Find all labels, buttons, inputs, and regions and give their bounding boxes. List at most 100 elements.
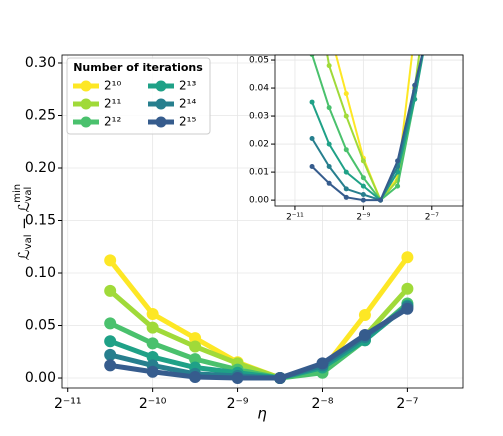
point [146,307,159,320]
point [401,251,414,264]
point [412,82,418,88]
y-tick-label: 0.15 [25,213,56,229]
y-tick-label: 0.05 [25,318,56,334]
point [343,147,349,153]
point [274,372,287,385]
point [395,183,401,189]
point [360,192,366,198]
legend-label: 2¹² [104,115,121,129]
x-tick-label: 2⁻⁷ [425,213,439,223]
y-axis-label-part: − ℒ [15,202,33,235]
y-tick-label: 0.03 [249,112,269,122]
point [360,197,366,203]
point [360,175,366,181]
point [146,337,159,350]
series-line [311,55,424,202]
legend-marker [155,98,167,110]
y-axis-label-part: ℒ [15,249,33,260]
point [429,13,434,18]
y-tick-label: 0.10 [25,265,56,281]
x-tick-label: 2⁻¹⁰ [139,396,167,412]
point [326,180,332,186]
y-tick-label: 0.00 [249,196,269,206]
point [309,55,315,57]
point [231,372,244,385]
point [189,353,202,366]
y-tick-label: 0.25 [25,107,56,123]
y-axis-label-part: min [12,184,23,203]
legend-marker [80,80,92,92]
point [316,357,329,370]
point [360,183,366,189]
series-line [311,55,424,202]
legend-marker [80,98,92,110]
axes-background [275,55,463,206]
point [429,4,434,9]
point [343,194,349,200]
point [146,365,159,378]
legend-label: 2¹¹ [104,97,121,111]
y-axis-label: ℒval − ℒvalmin [12,184,34,260]
point [343,91,349,97]
series-line [311,55,424,202]
series-line [109,306,409,381]
data-area [309,0,434,203]
y-tick-label: 0.30 [25,55,56,71]
point [343,169,349,175]
data-area [104,251,414,385]
y-axis-label-part: val [23,234,34,249]
legend-marker [80,116,92,128]
legend-title: Number of iterations [73,61,203,74]
x-axis-label: η [257,405,267,423]
point [412,30,417,35]
axes: 2⁻¹¹ 2⁻⁹ 2⁻⁷ 0.00 0.01 0.02 0.03 0.04 0.05 [249,0,464,223]
point [104,335,117,348]
point [326,105,332,111]
point [360,158,366,164]
y-tick-label: 0.04 [249,84,269,94]
legend-label: 2¹⁰ [104,79,121,93]
point [189,340,202,353]
point [401,302,414,315]
point [104,348,117,361]
point [326,163,332,169]
point [309,99,315,105]
legend-label: 2¹⁴ [179,97,196,111]
point [377,197,383,203]
y-tick-label: 0.01 [249,168,269,178]
x-tick-label: 2⁻¹¹ [54,396,82,412]
point [146,321,159,334]
legend: Number of iterations 2¹⁰ 2¹¹ 2¹² 2¹³ 2¹⁴ 2¹⁵ [66,57,211,135]
y-tick-label: 0.05 [249,56,269,66]
point [104,254,117,267]
point [358,309,371,322]
point [343,113,349,119]
axes-frame [61,54,464,389]
point [146,351,159,364]
y-tick-label: 0.20 [25,160,56,176]
legend-label: 2¹⁵ [179,115,196,129]
point [395,158,401,164]
point [189,370,202,383]
x-tick-label: 2⁻⁷ [396,396,418,412]
point [358,328,371,341]
point [189,332,202,345]
point [343,186,349,192]
point [327,27,332,32]
point [104,317,117,330]
x-tick-label: 2⁻¹¹ [286,213,304,223]
legend-label: 2¹³ [179,79,196,93]
legend-marker [155,80,167,92]
point [429,0,434,4]
point [326,141,332,147]
y-axis-label-part: val [23,187,34,202]
point [309,135,315,141]
y-tick-label: 0.02 [249,140,269,150]
point [104,284,117,297]
point [429,7,434,12]
point [104,359,117,372]
x-tick-label: 2⁻⁹ [227,396,249,412]
axes-frame [274,54,464,207]
legend-box [66,57,211,135]
